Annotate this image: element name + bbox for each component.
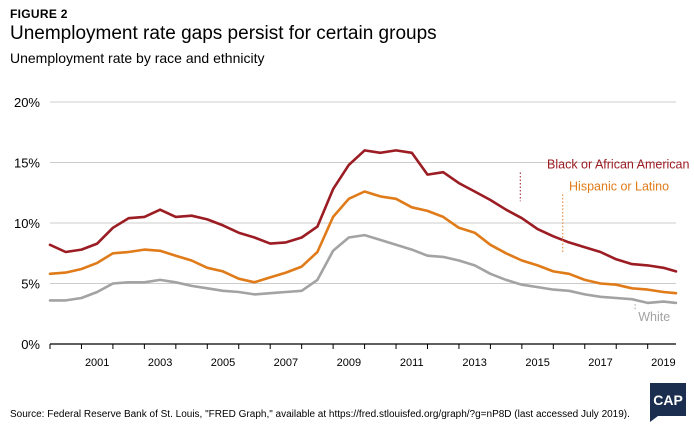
source-note: Source: Federal Reserve Bank of St. Loui… (10, 409, 630, 420)
logo-tail (650, 416, 658, 422)
x-tick-label: 2005 (211, 357, 235, 369)
series-label: White (638, 310, 670, 324)
x-tick-label: 2013 (462, 357, 486, 369)
figure-label: FIGURE 2 (10, 7, 68, 21)
series-label: Hispanic or Latino (569, 179, 669, 193)
x-tick-label: 2015 (525, 357, 549, 369)
cap-logo: CAP (650, 383, 686, 422)
y-tick-label: 0% (21, 337, 40, 352)
chart-subtitle: Unemployment rate by race and ethnicity (10, 50, 265, 66)
y-tick-label: 15% (14, 156, 40, 171)
series-line-white (48, 233, 678, 305)
x-tick-label: 2011 (400, 357, 424, 369)
x-tick-label: 2001 (85, 357, 109, 369)
series-line-hispanic-or-latino (48, 190, 678, 295)
series-label: Black or African American (547, 158, 689, 172)
x-tick-label: 2003 (148, 357, 172, 369)
y-tick-label: 20% (14, 95, 40, 110)
y-tick-label: 5% (21, 277, 40, 292)
x-tick-label: 2009 (337, 357, 361, 369)
y-tick-label: 10% (14, 216, 40, 231)
x-tick-label: 2017 (588, 357, 612, 369)
series-line-black-or-african-american (48, 149, 678, 273)
x-tick-label: 2007 (274, 357, 298, 369)
logo-text: CAP (653, 391, 683, 408)
x-tick-label: 2019 (651, 357, 675, 369)
chart-title: Unemployment rate gaps persist for certa… (10, 23, 437, 44)
